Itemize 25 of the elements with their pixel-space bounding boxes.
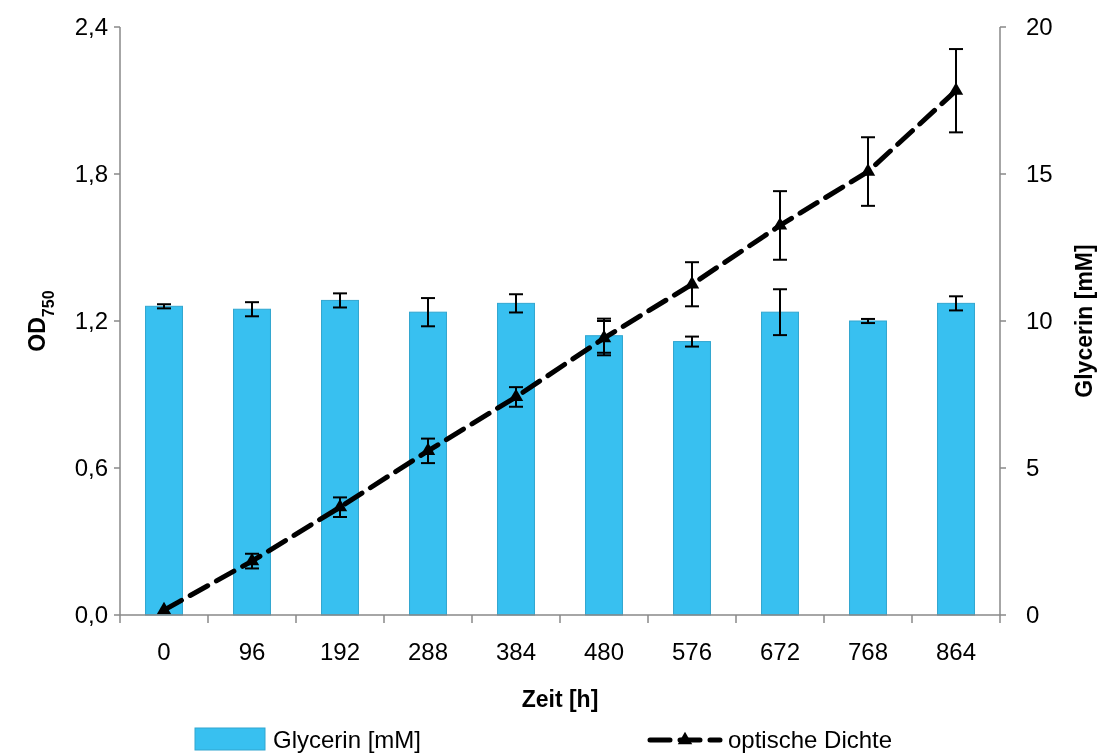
x-tick-label: 672 bbox=[759, 638, 801, 665]
x-tick-label: 480 bbox=[583, 638, 625, 665]
y-tick-label: 1,8 bbox=[74, 160, 108, 188]
y2-tick-label: 0 bbox=[1026, 601, 1040, 629]
point bbox=[156, 601, 172, 615]
y2-axis-title: Glycerin [mM] bbox=[1071, 244, 1097, 398]
legend-label: Glycerin [mM] bbox=[273, 726, 422, 754]
x-tick-label: 384 bbox=[495, 638, 537, 665]
y2-tick-label: 15 bbox=[1026, 160, 1053, 188]
y-tick-label: 0,0 bbox=[74, 601, 108, 629]
y2-tick-label: 5 bbox=[1026, 454, 1040, 482]
x-tick-label: 96 bbox=[238, 638, 266, 665]
x-tick-label: 768 bbox=[847, 638, 889, 665]
x-tick-label: 864 bbox=[935, 638, 977, 665]
x-tick-label: 0 bbox=[157, 638, 171, 665]
x-tick-label: 576 bbox=[671, 638, 713, 665]
legend-label: optische Dichte bbox=[728, 726, 893, 754]
x-tick-label: 192 bbox=[319, 638, 361, 665]
y-tick-label: 1,2 bbox=[74, 307, 108, 335]
y-tick-label: 2,4 bbox=[74, 13, 108, 41]
y-tick-label: 0,6 bbox=[74, 454, 108, 482]
y2-tick-label: 10 bbox=[1026, 307, 1053, 335]
y2-tick-label: 20 bbox=[1026, 13, 1053, 41]
x-tick-label: 288 bbox=[407, 638, 449, 665]
x-axis-title: Zeit [h] bbox=[521, 686, 599, 712]
